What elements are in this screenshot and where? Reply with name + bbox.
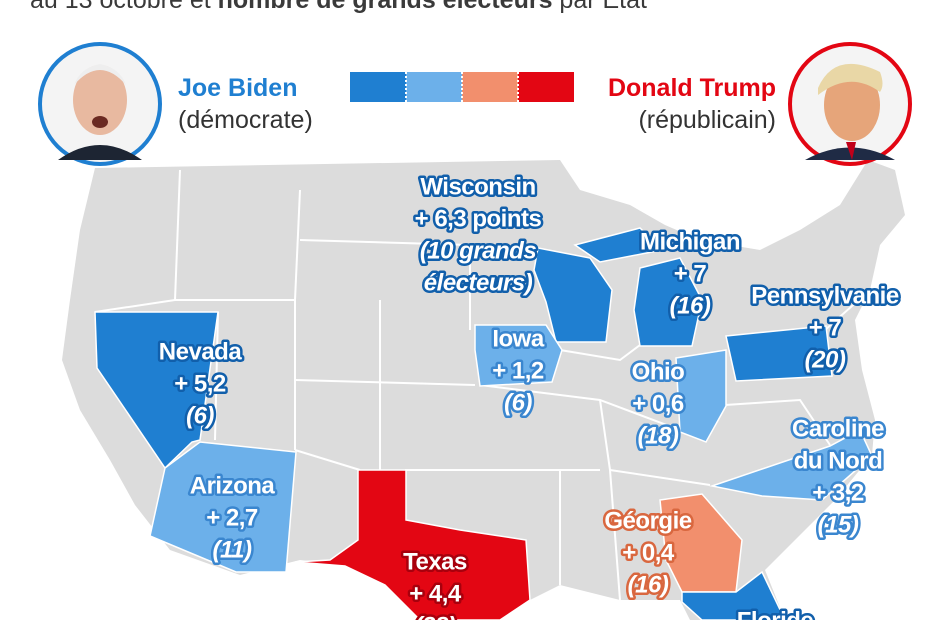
state-label: + 7	[809, 314, 842, 341]
state-label: + 0,4	[622, 539, 675, 566]
biden-portrait	[38, 42, 162, 166]
subtitle: au 13 octobre et nombre de grands électe…	[30, 0, 647, 14]
state-electors: (20)	[805, 346, 846, 373]
state-electors: (38)	[415, 612, 456, 620]
state-wisconsin	[533, 247, 613, 343]
legend-swatch	[406, 72, 462, 102]
state-label: + 5,2	[174, 370, 226, 397]
state-electors: (10 grands	[420, 237, 537, 264]
state-labels: Wisconsin + 6,3 points (10 grands électeurs…	[156, 171, 902, 620]
state-north-carolina	[709, 428, 873, 501]
trump-portrait	[788, 42, 912, 166]
state-florida	[681, 570, 786, 620]
subtitle-part: au 13 octobre et	[30, 0, 218, 14]
state-label: Ohio	[632, 358, 685, 385]
state-label: Michigan	[640, 228, 740, 255]
state-label: Géorgie	[604, 507, 691, 534]
state-label: Pennsylvanie	[751, 282, 899, 309]
state-label: + 4,4	[409, 580, 462, 607]
state-label: du Nord	[794, 447, 882, 474]
state-texas	[294, 469, 531, 620]
state-label: Floride	[737, 607, 814, 620]
state-label: + 2,7	[206, 504, 258, 531]
state-electors: (11)	[213, 536, 252, 563]
subtitle-part: par État	[552, 0, 647, 14]
state-michigan	[633, 257, 703, 347]
state-michigan-upper	[573, 227, 664, 263]
state-label: + 6,3 points	[415, 205, 542, 232]
state-electors: (16)	[628, 571, 669, 598]
candidate-name: Joe Biden	[178, 74, 297, 102]
state-electors: (16)	[670, 292, 711, 319]
state-arizona	[149, 441, 297, 573]
legend-swatch	[350, 72, 406, 102]
state-label: Arizona	[190, 472, 276, 499]
state-nevada	[94, 311, 219, 470]
state-label: Caroline	[792, 415, 884, 442]
state-label: Nevada	[159, 338, 243, 365]
state-label: Iowa	[492, 325, 544, 352]
candidate-party: (républicain)	[638, 106, 776, 134]
state-pennsylvania	[725, 325, 833, 382]
legend-swatch	[462, 72, 518, 102]
state-borders	[94, 169, 871, 601]
state-electors: (18)	[638, 422, 679, 449]
state-label: + 3,2	[812, 479, 864, 506]
state-ohio	[675, 349, 727, 443]
state-electors: électeurs)	[424, 269, 533, 296]
state-label: + 0,6	[632, 390, 684, 417]
subtitle-bold: nombre de grands électeurs	[218, 0, 553, 14]
candidate-party: (démocrate)	[178, 106, 313, 134]
legend-swatch	[518, 72, 574, 102]
legend	[350, 72, 574, 102]
state-label: + 1,2	[492, 357, 544, 384]
candidate-name: Donald Trump	[608, 74, 776, 102]
state-iowa	[474, 324, 563, 387]
state-label: Texas	[403, 548, 467, 575]
state-electors: (6)	[186, 402, 214, 429]
state-label: Wisconsin	[420, 173, 535, 200]
state-electors: (6)	[504, 389, 532, 416]
state-electors: (15)	[818, 511, 859, 538]
state-label: + 7	[674, 260, 707, 287]
